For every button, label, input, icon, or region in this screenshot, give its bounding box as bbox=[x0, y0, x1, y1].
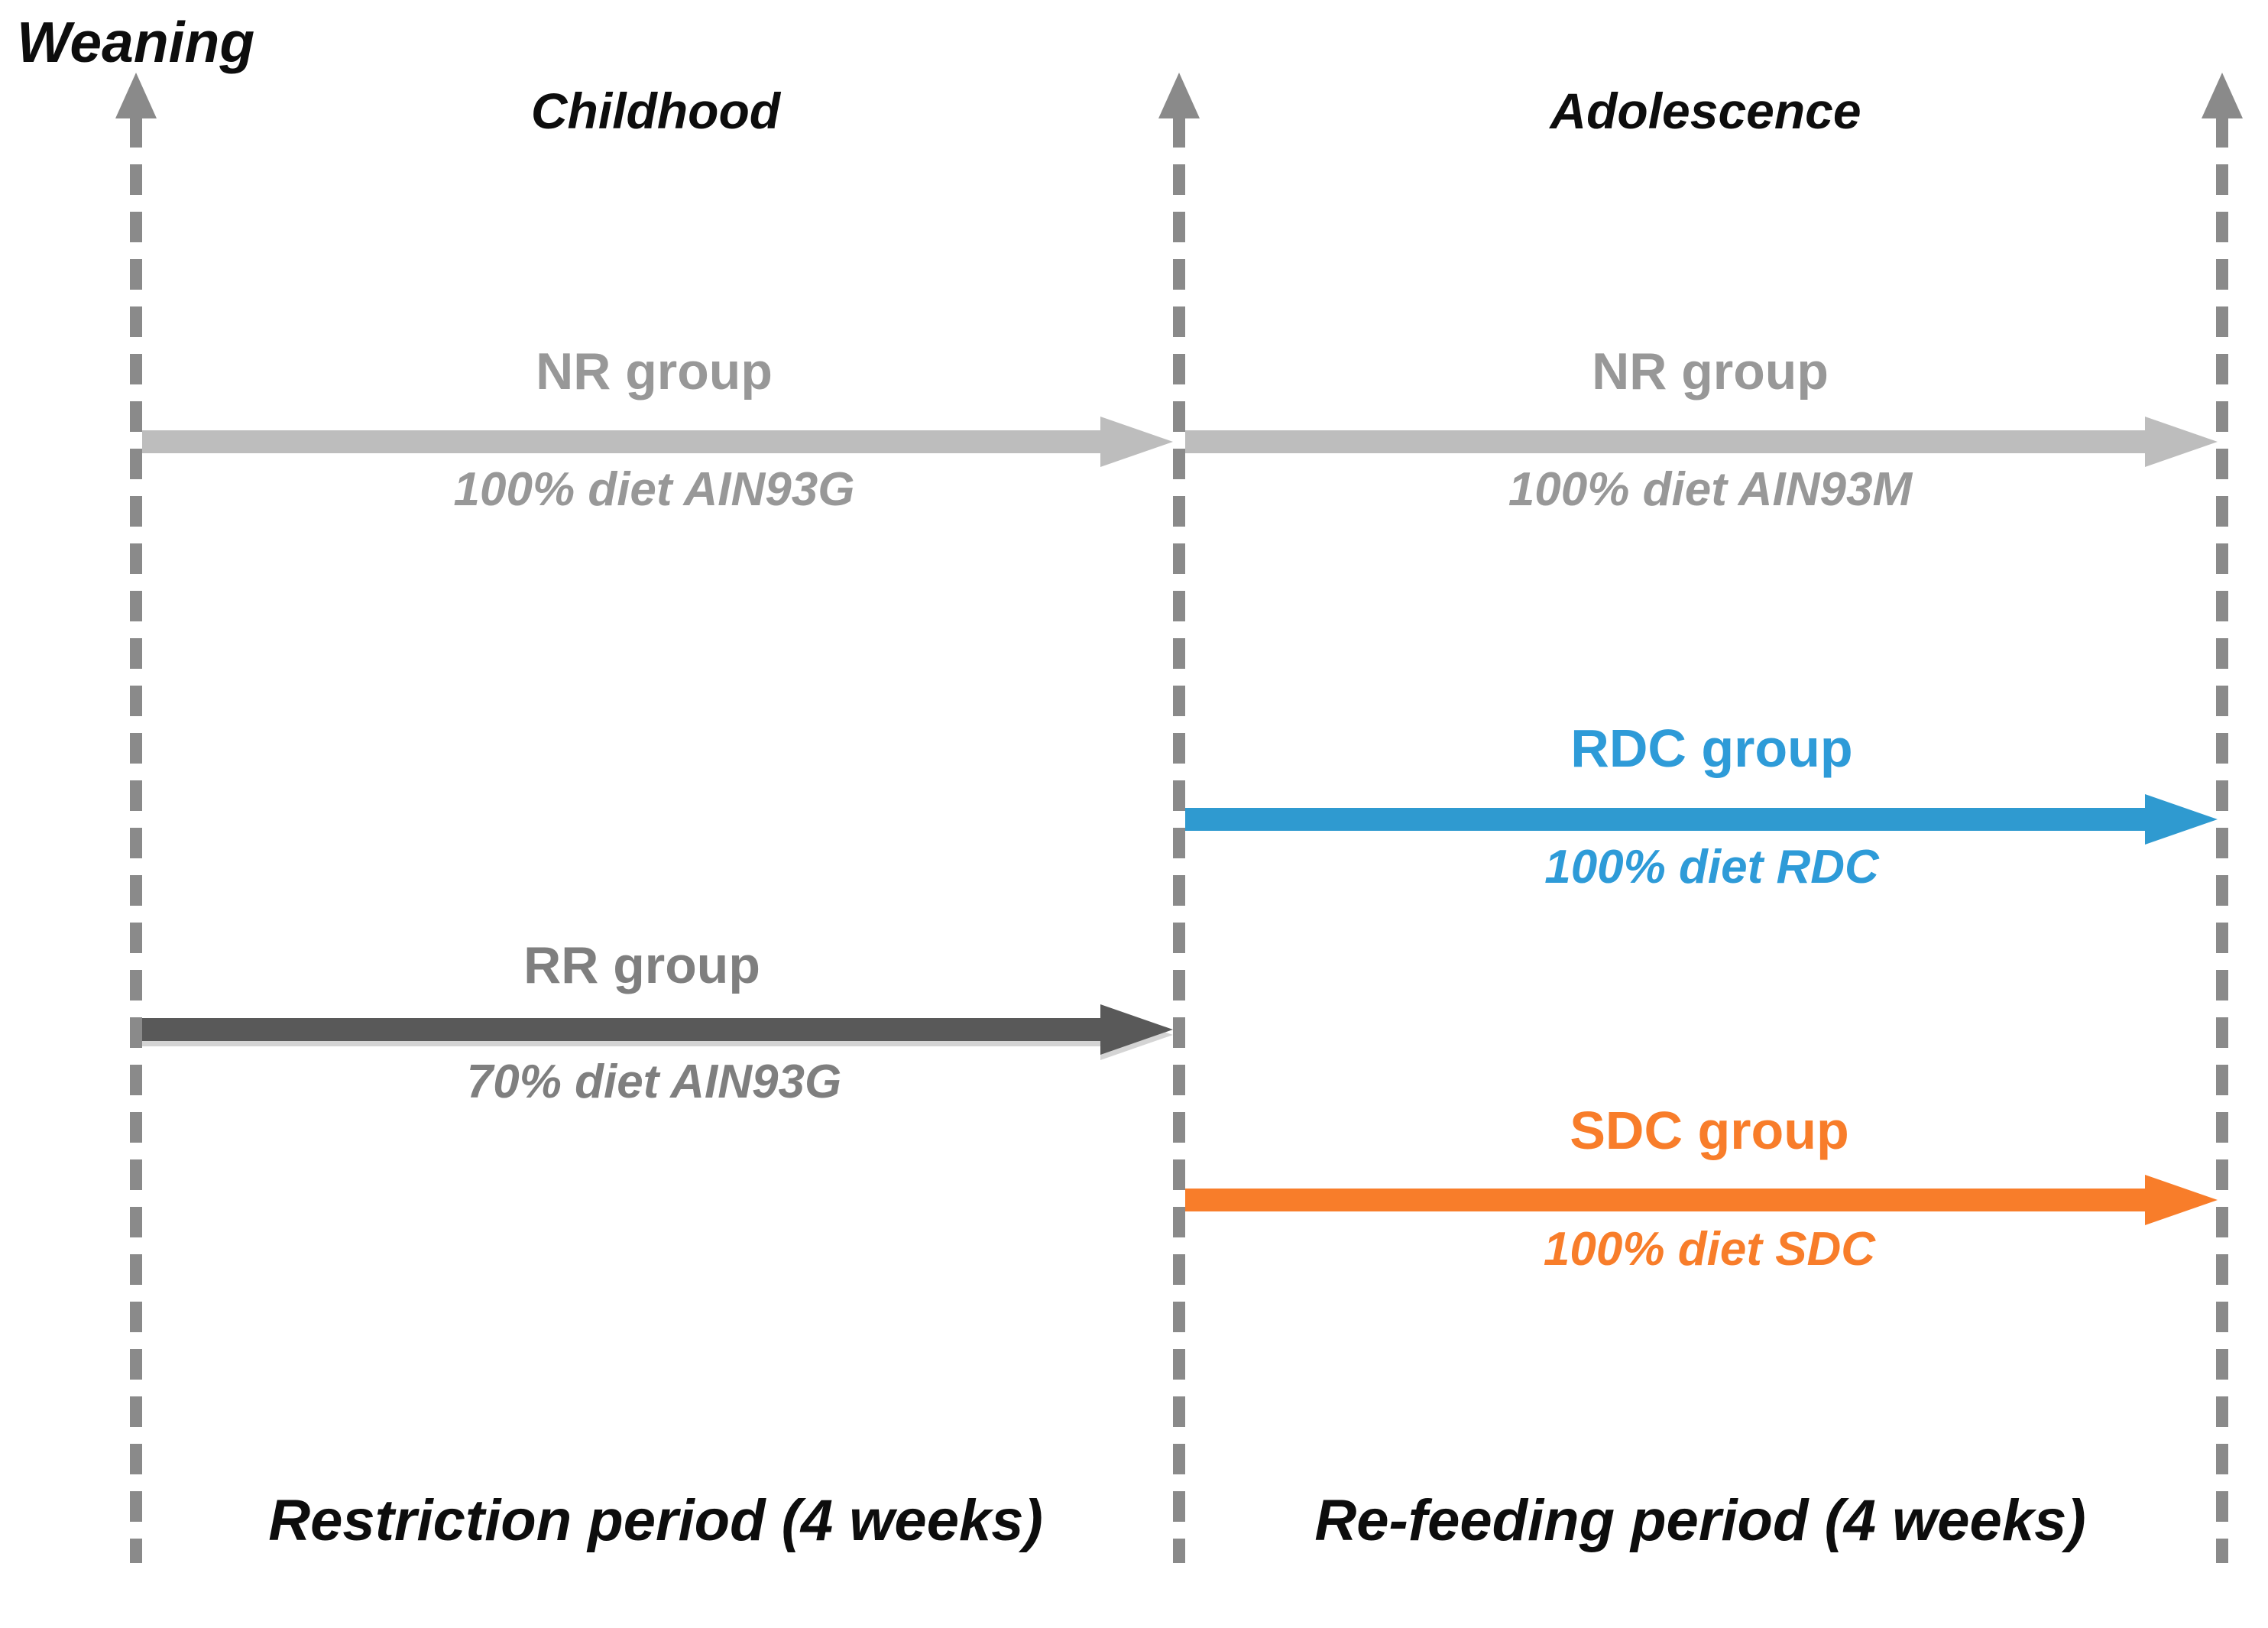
nr-childhood-diet-label: 100% diet AIN93G bbox=[453, 463, 855, 516]
arrow-body bbox=[1185, 430, 2145, 453]
nr-childhood-group-label: NR group bbox=[536, 342, 773, 401]
nr-adolescence-diet-label: 100% diet AIN93M bbox=[1508, 463, 1913, 516]
up-arrow-icon bbox=[1158, 73, 1200, 118]
right-arrowhead-icon bbox=[2145, 1175, 2218, 1225]
dashed-line bbox=[2216, 117, 2228, 1563]
right-arrowhead-icon bbox=[1100, 1004, 1173, 1055]
dashed-line bbox=[130, 117, 142, 1563]
weaning-timeline-marker bbox=[115, 73, 157, 1563]
refeeding-period-label: Re-feeding period (4 weeks) bbox=[1314, 1488, 2086, 1553]
adolescence-label: Adolescence bbox=[1550, 83, 1861, 139]
right-arrowhead-icon bbox=[2145, 794, 2218, 845]
nr-adolescence-group-label: NR group bbox=[1592, 342, 1829, 401]
nr-childhood-arrow bbox=[142, 417, 1173, 467]
arrow-body bbox=[1185, 808, 2145, 831]
sdc-arrow bbox=[1185, 1175, 2218, 1225]
arrow-body bbox=[1185, 1189, 2145, 1211]
up-arrow-icon bbox=[115, 73, 157, 118]
arrow-body bbox=[142, 1018, 1100, 1041]
rr-diet-label: 70% diet AIN93G bbox=[466, 1056, 842, 1108]
rdc-diet-label: 100% diet RDC bbox=[1544, 841, 1879, 893]
sdc-diet-label: 100% diet SDC bbox=[1543, 1223, 1876, 1276]
up-arrow-icon bbox=[2202, 73, 2243, 118]
sdc-group-label: SDC group bbox=[1570, 1101, 1849, 1160]
end-timeline-marker bbox=[2202, 73, 2243, 1563]
arrow-body bbox=[142, 430, 1100, 453]
right-arrowhead-icon bbox=[1100, 417, 1173, 467]
right-arrowhead-icon bbox=[2145, 417, 2218, 467]
nr-adolescence-arrow bbox=[1185, 417, 2218, 467]
rr-group-label: RR group bbox=[523, 936, 760, 994]
mid-timeline-marker bbox=[1158, 73, 1200, 1563]
rdc-arrow bbox=[1185, 794, 2218, 845]
childhood-label: Childhood bbox=[530, 83, 781, 139]
rr-arrow bbox=[142, 1004, 1173, 1055]
rdc-group-label: RDC group bbox=[1570, 718, 1853, 778]
restriction-period-label: Restriction period (4 weeks) bbox=[268, 1488, 1043, 1553]
weaning-label: Weaning bbox=[17, 10, 255, 74]
dashed-line bbox=[1173, 117, 1185, 1563]
